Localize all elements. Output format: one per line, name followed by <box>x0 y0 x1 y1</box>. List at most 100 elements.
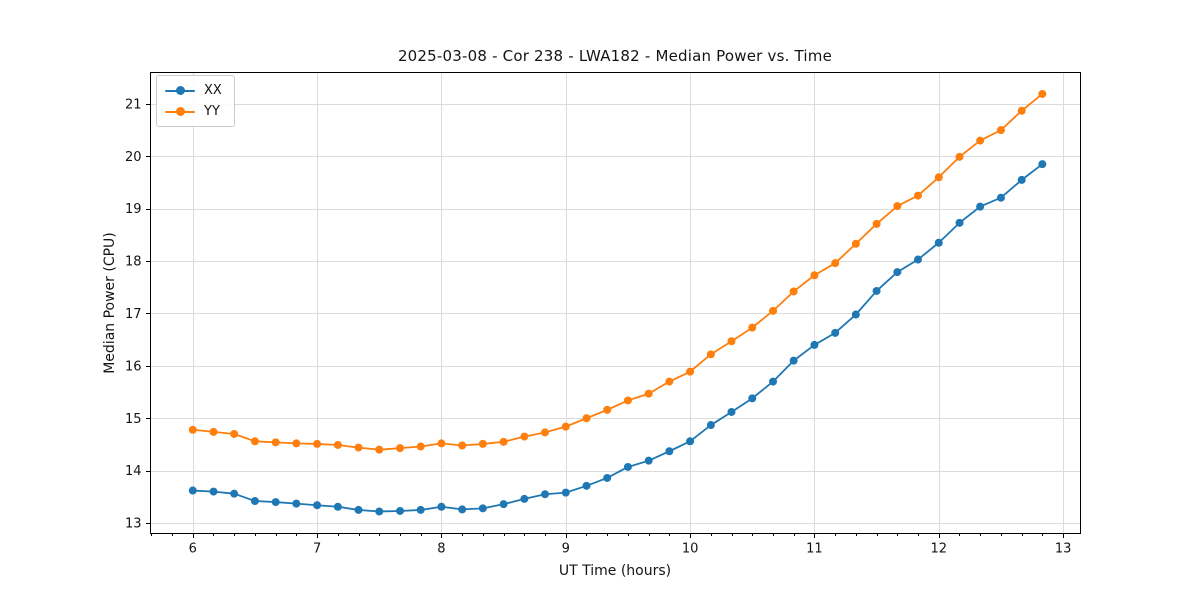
data-point <box>789 287 798 296</box>
data-point <box>789 356 798 365</box>
data-point <box>333 440 342 449</box>
data-point <box>541 428 550 437</box>
data-point <box>478 439 487 448</box>
data-point <box>934 173 943 182</box>
data-point <box>292 499 301 508</box>
plot-border <box>149 71 1082 535</box>
data-point <box>582 481 591 490</box>
data-point <box>499 500 508 509</box>
x-tick-label: 12 <box>930 542 947 557</box>
data-point <box>603 473 612 482</box>
data-point <box>458 441 467 450</box>
data-point <box>644 456 653 465</box>
x-tick-label: 13 <box>1055 542 1072 557</box>
y-tick-label: 14 <box>125 464 142 479</box>
data-point <box>396 506 405 515</box>
legend-dot-swatch <box>176 86 185 95</box>
data-point <box>913 255 922 264</box>
data-point <box>727 337 736 346</box>
data-point <box>748 394 757 403</box>
data-point <box>354 443 363 452</box>
series-xx <box>188 160 1047 516</box>
data-point <box>354 505 363 514</box>
data-point <box>561 488 570 497</box>
data-point <box>375 445 384 454</box>
x-tick-label: 10 <box>682 542 699 557</box>
data-point <box>665 447 674 456</box>
x-axis-label: UT Time (hours) <box>558 563 672 579</box>
line-dot-marker-icon <box>165 86 195 96</box>
data-point <box>209 487 218 496</box>
data-point <box>541 490 550 499</box>
data-point <box>851 310 860 319</box>
data-point <box>250 497 259 506</box>
legend-label-yy: YY <box>204 104 220 119</box>
x-tick-label: 11 <box>806 542 823 557</box>
data-point <box>188 486 197 495</box>
data-point <box>520 432 529 441</box>
data-point <box>313 439 322 448</box>
data-point <box>913 191 922 200</box>
y-tick-label: 19 <box>125 202 142 217</box>
data-point <box>706 350 715 359</box>
data-point <box>437 439 446 448</box>
y-tick-label: 21 <box>125 97 142 112</box>
data-point <box>230 429 239 438</box>
data-point <box>934 238 943 247</box>
data-point <box>623 396 632 405</box>
data-point <box>976 202 985 211</box>
data-point <box>769 306 778 315</box>
data-point <box>665 377 674 386</box>
data-point <box>499 437 508 446</box>
data-point <box>810 271 819 280</box>
data-point <box>333 502 342 511</box>
data-point <box>375 507 384 516</box>
series-line <box>191 163 1044 513</box>
y-tick-label: 17 <box>125 307 142 322</box>
data-point <box>416 505 425 514</box>
data-point <box>416 442 425 451</box>
data-point <box>769 377 778 386</box>
data-point <box>976 136 985 145</box>
data-point <box>520 494 529 503</box>
data-point <box>686 367 695 376</box>
x-axis-ticks: 6 7 8 9 10 11 12 13 <box>189 533 1072 557</box>
line-dot-marker-icon <box>165 107 195 117</box>
data-point <box>209 427 218 436</box>
legend-dot-swatch <box>176 107 185 116</box>
y-tick-label: 13 <box>125 517 142 532</box>
data-point <box>748 323 757 332</box>
y-axis-ticks: 13 14 15 16 17 18 19 20 21 <box>125 97 151 532</box>
gridlines <box>150 72 1081 534</box>
y-tick-label: 15 <box>125 412 142 427</box>
legend-label-xx: XX <box>204 83 222 98</box>
data-point <box>893 268 902 277</box>
data-point <box>1038 160 1047 169</box>
data-point <box>582 414 591 423</box>
data-point <box>1017 106 1026 115</box>
data-point <box>230 489 239 498</box>
data-point <box>955 152 964 161</box>
data-point <box>955 218 964 227</box>
data-point <box>706 421 715 430</box>
x-tick-label: 9 <box>562 542 570 557</box>
data-point <box>996 126 1005 135</box>
data-point <box>458 505 467 514</box>
data-point <box>271 498 280 507</box>
legend: XX YY <box>156 75 235 127</box>
data-point <box>996 193 1005 202</box>
x-tick-label: 8 <box>437 542 445 557</box>
data-point <box>727 407 736 416</box>
y-tick-label: 18 <box>125 255 142 270</box>
data-point <box>623 462 632 471</box>
x-minor-ticks <box>151 533 1043 537</box>
data-point <box>831 259 840 268</box>
x-tick-label: 6 <box>189 542 197 557</box>
data-point <box>437 502 446 511</box>
data-point <box>478 504 487 513</box>
series-yy <box>188 89 1047 454</box>
y-axis-label: Median Power (CPU) <box>102 232 118 374</box>
data-point <box>831 328 840 337</box>
data-point <box>271 438 280 447</box>
